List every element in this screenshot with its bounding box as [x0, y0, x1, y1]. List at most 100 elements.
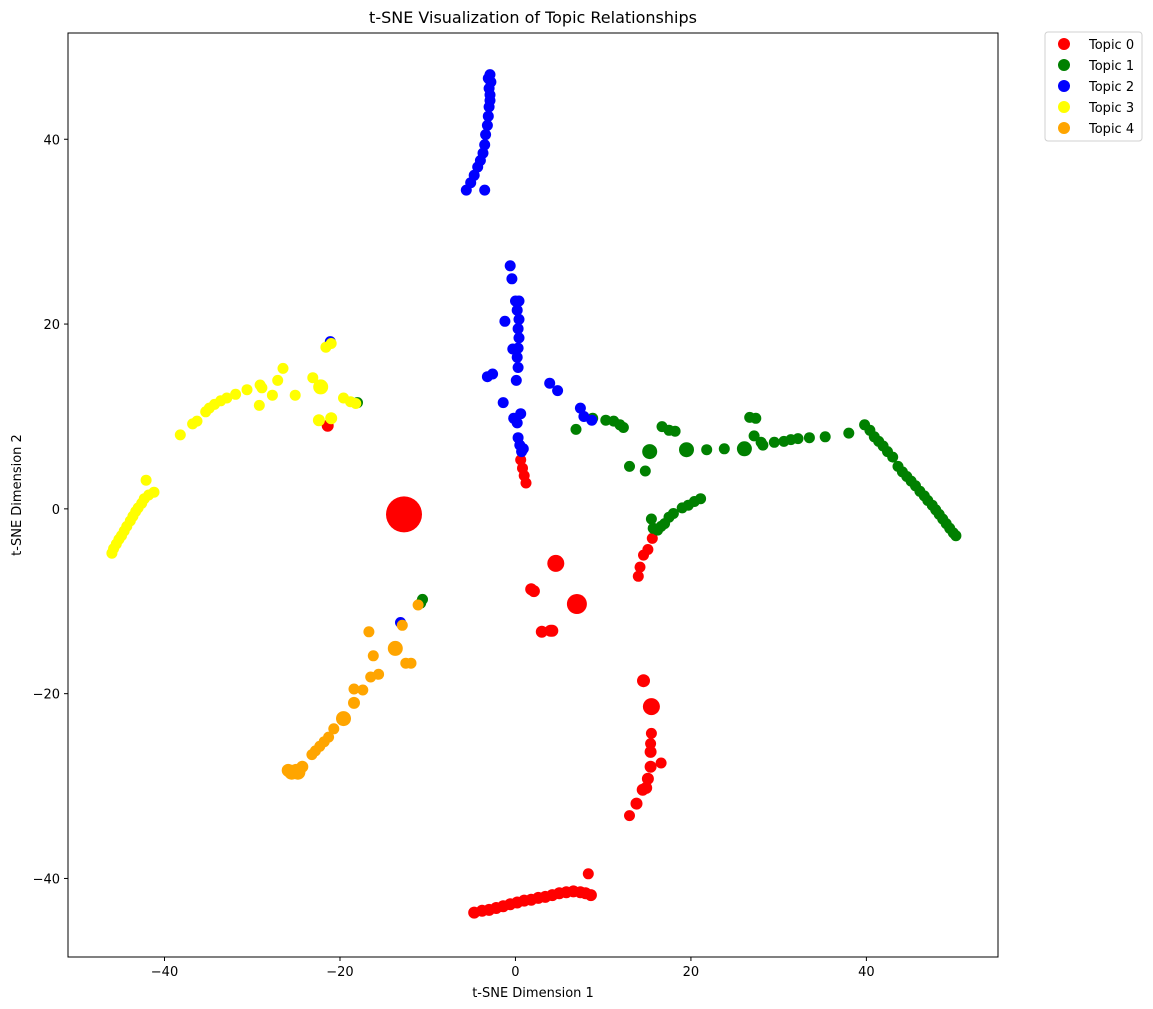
point-topic-1	[695, 493, 707, 505]
legend-label-topic-1: Topic 1	[1088, 59, 1134, 74]
point-topic-0	[642, 698, 660, 716]
y-tick-label: −20	[33, 688, 60, 703]
point-topic-1	[736, 441, 752, 457]
point-topic-2	[479, 139, 491, 151]
point-topic-2	[544, 377, 556, 389]
legend-label-topic-3: Topic 3	[1088, 101, 1134, 116]
point-topic-2	[515, 408, 527, 420]
x-tick-label: −40	[151, 965, 178, 980]
point-topic-2	[484, 69, 496, 81]
point-topic-0	[634, 561, 646, 573]
points-layer	[106, 69, 962, 919]
y-tick-label: 0	[52, 503, 60, 518]
legend-marker-topic-3	[1058, 101, 1070, 113]
point-topic-0	[527, 585, 540, 598]
point-topic-3	[140, 474, 152, 486]
point-topic-2	[506, 273, 518, 285]
point-topic-0	[630, 797, 643, 810]
point-topic-1	[792, 433, 804, 445]
point-topic-2	[468, 169, 480, 181]
point-topic-0	[641, 772, 654, 785]
point-topic-3	[266, 389, 278, 401]
point-topic-1	[617, 422, 629, 433]
point-topic-4	[363, 626, 375, 638]
point-topic-1	[642, 444, 658, 460]
point-topic-0	[632, 570, 644, 582]
point-topic-1	[750, 412, 762, 424]
y-tick-label: 20	[43, 318, 60, 333]
legend-frame	[1044, 31, 1143, 142]
point-topic-0	[582, 868, 594, 880]
point-topic-1	[768, 436, 780, 448]
axis-ticks: −40 −20 0 20 40 −40 −20 0 20 40	[33, 133, 875, 980]
point-topic-0	[644, 745, 657, 758]
point-topic-4	[328, 723, 340, 735]
point-topic-0	[642, 544, 654, 555]
point-topic-1	[624, 460, 635, 472]
point-topic-3	[307, 372, 319, 384]
point-topic-2	[477, 147, 489, 159]
point-topic-3	[313, 379, 329, 395]
point-topic-4	[348, 696, 360, 709]
point-topic-4	[357, 684, 369, 696]
point-topic-2	[511, 351, 523, 363]
point-topic-4	[365, 671, 377, 683]
point-topic-2	[510, 374, 522, 386]
point-topic-2	[482, 110, 494, 122]
point-topic-1	[667, 508, 679, 519]
point-topic-1	[639, 465, 651, 477]
point-topic-0	[644, 760, 657, 773]
point-topic-3	[272, 374, 284, 386]
point-topic-0	[566, 594, 587, 614]
point-topic-4	[306, 749, 318, 761]
x-tick-label: 20	[683, 965, 700, 980]
point-topic-1	[718, 443, 730, 455]
x-tick-label: 40	[858, 965, 875, 980]
legend-marker-topic-2	[1058, 80, 1070, 92]
point-topic-2	[479, 184, 491, 196]
point-topic-1	[701, 444, 713, 456]
point-topic-3	[277, 362, 289, 374]
point-topic-4	[405, 657, 417, 669]
x-tick-label: 0	[511, 965, 519, 980]
point-topic-0	[655, 757, 667, 769]
point-topic-2	[480, 129, 492, 141]
point-topic-0	[645, 727, 657, 739]
y-tick-label: 40	[43, 133, 60, 148]
x-tick-label: −20	[326, 965, 353, 980]
point-topic-4	[281, 763, 295, 777]
chart-title: t-SNE Visualization of Topic Relationshi…	[369, 8, 697, 27]
point-topic-2	[512, 362, 524, 373]
y-tick-label: −40	[33, 872, 60, 887]
point-topic-0	[515, 454, 527, 466]
point-topic-2	[499, 315, 511, 327]
point-topic-1	[887, 451, 899, 463]
point-topic-4	[387, 640, 403, 656]
point-topic-1	[645, 513, 657, 525]
point-topic-3	[350, 398, 362, 409]
point-topic-2	[487, 368, 499, 380]
legend-marker-topic-4	[1058, 122, 1070, 134]
point-topic-1	[843, 427, 855, 439]
point-topic-2	[574, 402, 586, 414]
point-topic-1	[748, 430, 760, 442]
point-topic-2	[552, 385, 564, 397]
point-topic-2	[497, 397, 509, 409]
point-topic-0	[624, 810, 635, 822]
point-topic-0	[584, 889, 597, 902]
x-axis-label: t-SNE Dimension 1	[472, 986, 594, 1001]
point-topic-3	[312, 414, 325, 427]
point-topic-0	[535, 625, 548, 638]
point-topic-3	[187, 418, 199, 430]
point-topic-0	[547, 554, 565, 572]
point-topic-0	[645, 738, 657, 750]
legend: Topic 0 Topic 1 Topic 2 Topic 3 Topic 4	[1044, 31, 1143, 142]
point-topic-3	[253, 399, 265, 411]
plot-frame	[67, 32, 999, 958]
legend-marker-topic-0	[1058, 38, 1070, 50]
point-topic-2	[507, 343, 519, 355]
point-topic-1	[669, 425, 681, 437]
point-topic-3	[174, 429, 186, 441]
point-topic-3	[325, 338, 337, 349]
point-topic-0	[636, 783, 649, 796]
